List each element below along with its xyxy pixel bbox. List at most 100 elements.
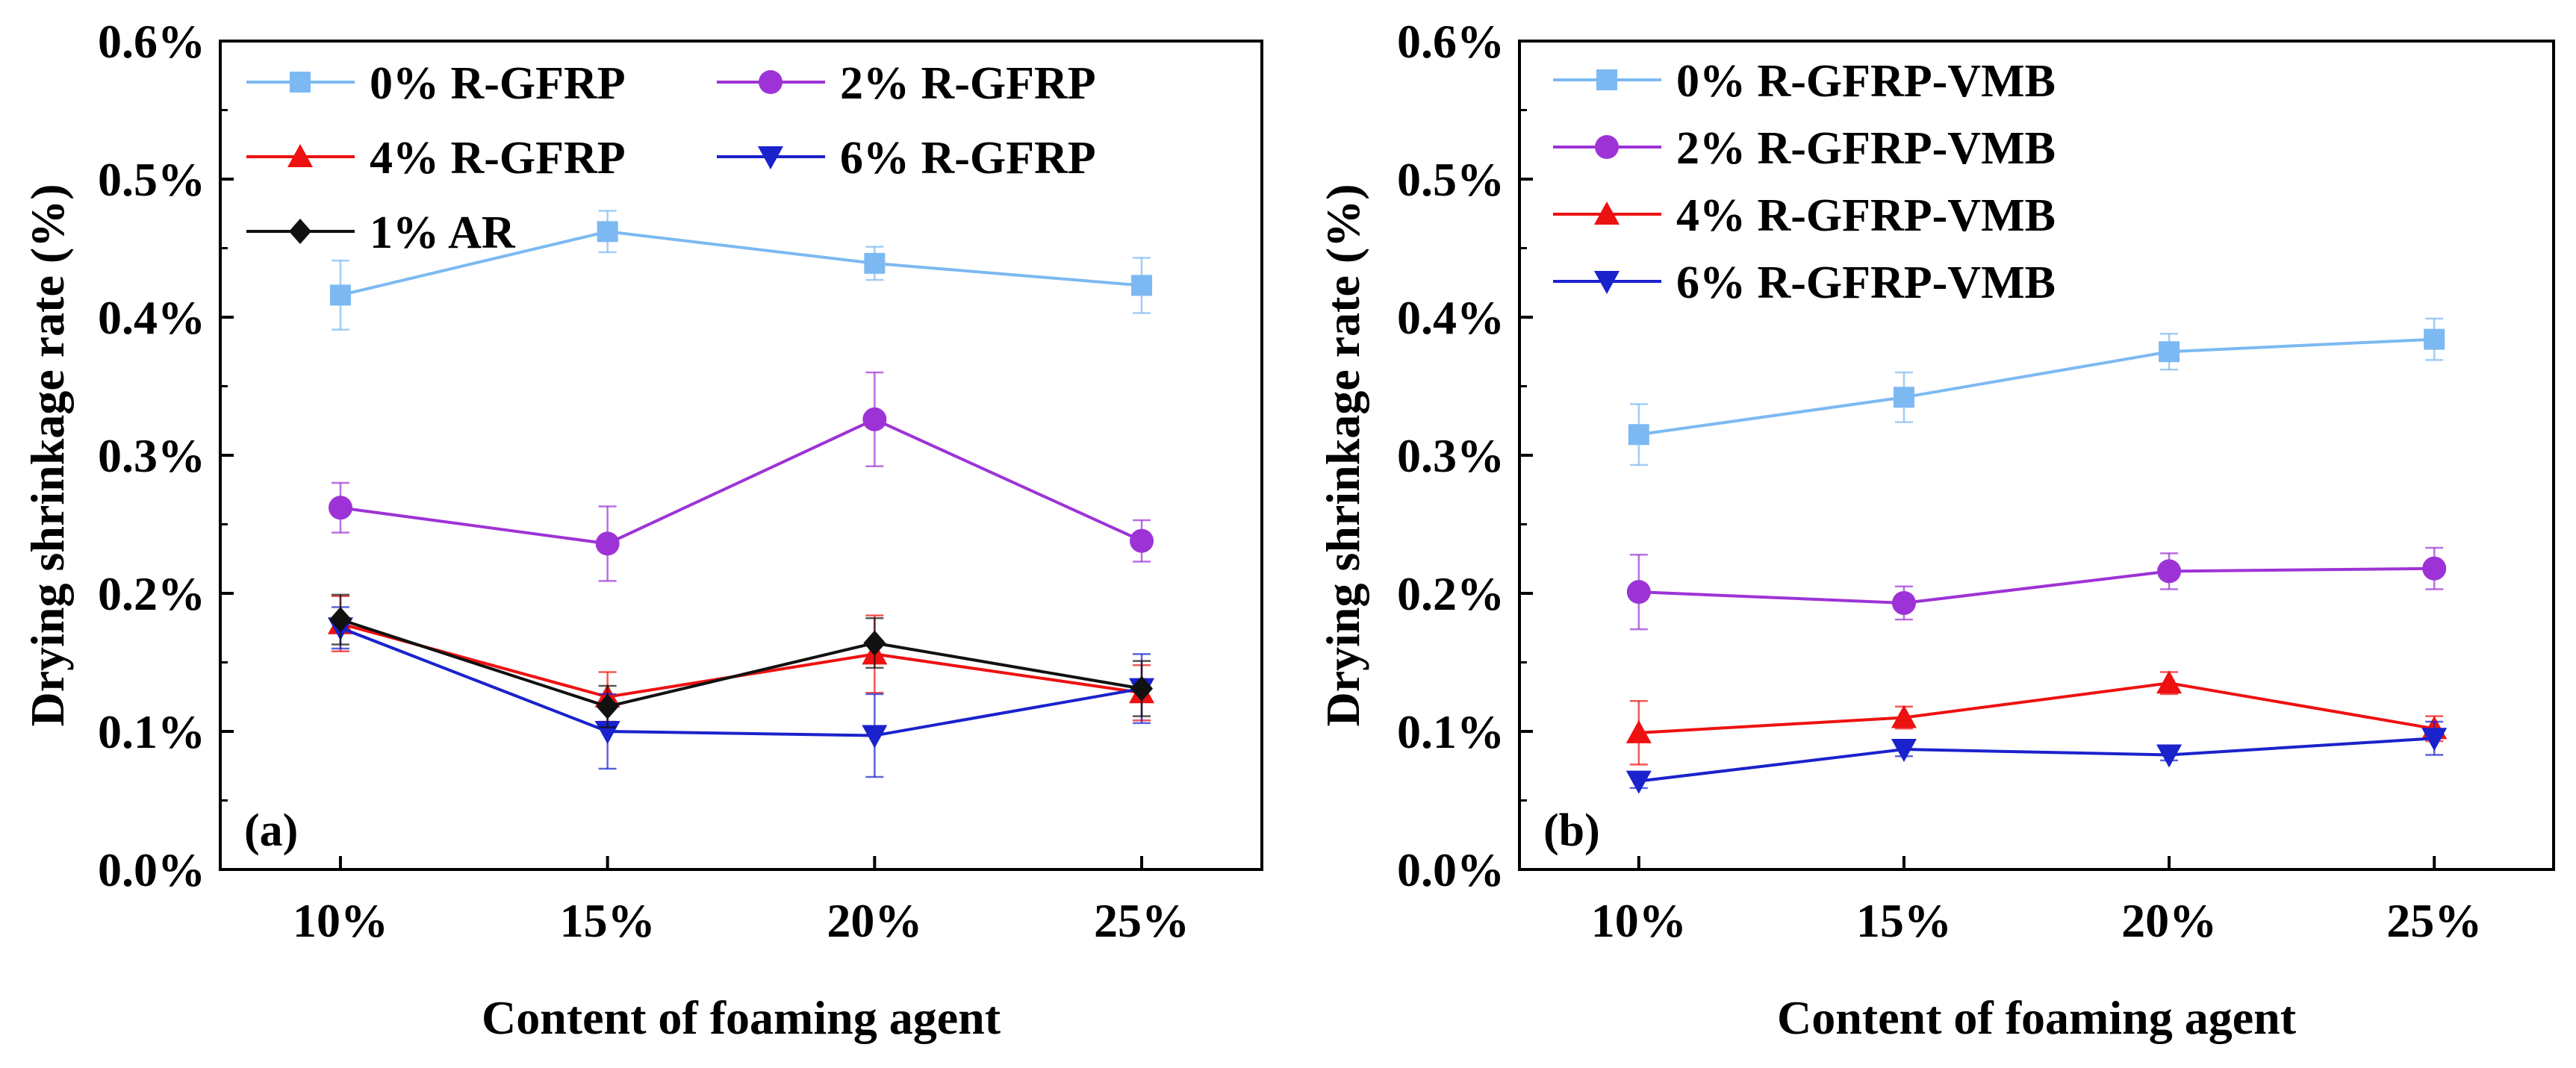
data-point bbox=[1626, 580, 1651, 605]
series-6-r-gfrp bbox=[327, 606, 1155, 778]
data-point bbox=[2424, 328, 2445, 350]
data-point bbox=[2156, 670, 2183, 694]
y-tick-label: 0.3% bbox=[98, 429, 205, 482]
series-line bbox=[1638, 337, 2435, 437]
legend-marker bbox=[1596, 69, 1617, 90]
x-tick-label: 15% bbox=[1856, 894, 1952, 947]
data-point bbox=[863, 630, 886, 656]
series-0-r-gfrp-vmb bbox=[1628, 317, 2445, 466]
panel-a: 0.0% 0.1% 0.2% 0.3% 0.4% 0.5% 0.6% 10% 15% 20% 25%… bbox=[21, 15, 1263, 1044]
data-point bbox=[2157, 559, 2182, 584]
legend-marker bbox=[290, 72, 311, 93]
legend-label: 4% R-GFRP bbox=[370, 133, 626, 184]
data-point bbox=[2421, 728, 2448, 752]
x-tick-label: 25% bbox=[2386, 894, 2482, 947]
y-tick-label: 0.5% bbox=[98, 153, 205, 206]
data-point bbox=[1130, 528, 1154, 553]
x-tick-label: 10% bbox=[1591, 894, 1687, 947]
legend-marker bbox=[287, 144, 313, 167]
legend-item: 0% R-GFRP-VMB bbox=[1553, 56, 2056, 107]
panel-label: (b) bbox=[1543, 805, 1600, 856]
legend-item: 6% R-GFRP-VMB bbox=[1553, 257, 2056, 308]
legend-marker bbox=[758, 146, 783, 169]
series-1-ar bbox=[329, 593, 1154, 728]
x-tick-label: 15% bbox=[560, 894, 656, 947]
series-line bbox=[340, 230, 1142, 297]
data-point bbox=[1891, 705, 1917, 728]
panel-b: 0.0% 0.1% 0.2% 0.3% 0.4% 0.5% 0.6% 10% 15% 20% 25%… bbox=[1316, 15, 2555, 1044]
legend-item: 4% R-GFRP bbox=[246, 133, 626, 184]
data-point bbox=[329, 284, 351, 306]
data-point bbox=[329, 607, 352, 633]
data-point bbox=[328, 496, 352, 520]
data-point bbox=[1625, 719, 1652, 743]
data-point bbox=[862, 407, 887, 431]
legend-item: 2% R-GFRP bbox=[717, 58, 1096, 109]
series-line bbox=[1638, 681, 2435, 734]
data-point bbox=[1625, 770, 1652, 794]
x-axis-label: Content of foaming agent bbox=[482, 991, 1001, 1044]
legend-label: 0% R-GFRP bbox=[370, 58, 626, 109]
legend-marker bbox=[759, 70, 783, 94]
legend-label: 6% R-GFRP bbox=[840, 133, 1096, 184]
data-point bbox=[1891, 739, 1917, 763]
legend-item: 2% R-GFRP-VMB bbox=[1553, 123, 2056, 174]
y-tick-label: 0.1% bbox=[1397, 705, 1505, 758]
y-tick-label: 0.4% bbox=[98, 291, 205, 344]
data-point bbox=[2156, 744, 2183, 768]
legend-item: 6% R-GFRP bbox=[717, 133, 1096, 184]
y-tick-label: 0.0% bbox=[98, 843, 205, 896]
series-6-r-gfrp-vmb bbox=[1625, 720, 2448, 794]
legend: 0% R-GFRP 2% R-GFRP 4% R-GFRP 6% R-GFRP 1% A… bbox=[246, 58, 1096, 258]
data-point bbox=[862, 725, 888, 749]
data-point bbox=[596, 693, 619, 719]
legend: 0% R-GFRP-VMB 2% R-GFRP-VMB 4% R-GFRP-VMB 6… bbox=[1553, 56, 2056, 308]
y-tick-label: 0.0% bbox=[1397, 843, 1505, 896]
legend-marker bbox=[289, 219, 311, 244]
series-line bbox=[340, 622, 1142, 699]
series-line bbox=[1638, 566, 2435, 605]
legend-item: 1% AR bbox=[246, 207, 516, 258]
y-tick-label: 0.2% bbox=[98, 567, 205, 620]
series-4-r-gfrp bbox=[327, 595, 1155, 723]
panel-label: (a) bbox=[244, 805, 298, 856]
legend-marker bbox=[1594, 271, 1620, 294]
y-tick-label: 0.3% bbox=[1397, 429, 1505, 482]
legend-label: 1% AR bbox=[370, 207, 516, 258]
y-tick-label: 0.1% bbox=[98, 705, 205, 758]
x-tick-label: 20% bbox=[827, 894, 922, 947]
y-tick-label: 0.4% bbox=[1397, 291, 1505, 344]
y-axis-label: Drying shrinkage rate (%) bbox=[21, 184, 74, 726]
data-point bbox=[1891, 590, 1916, 615]
series-2-r-gfrp bbox=[328, 371, 1154, 582]
data-point bbox=[864, 252, 886, 274]
data-point bbox=[1893, 387, 1914, 408]
data-point bbox=[1131, 275, 1153, 296]
data-point bbox=[595, 531, 620, 556]
data-point bbox=[1628, 424, 1649, 446]
series-2-r-gfrp-vmb bbox=[1626, 546, 2447, 631]
legend-marker bbox=[1595, 135, 1619, 159]
x-axis-label: Content of foaming agent bbox=[1777, 991, 2297, 1044]
series-line bbox=[340, 618, 1142, 708]
data-point bbox=[2422, 556, 2447, 581]
series-line bbox=[340, 417, 1142, 546]
legend-marker bbox=[1594, 202, 1620, 225]
x-tick-label: 20% bbox=[2121, 894, 2217, 947]
series-4-r-gfrp-vmb bbox=[1625, 670, 2448, 766]
y-tick-label: 0.6% bbox=[1397, 15, 1505, 68]
legend-label: 4% R-GFRP-VMB bbox=[1676, 190, 2056, 241]
y-axis-label: Drying shrinkage rate (%) bbox=[1316, 184, 1369, 726]
data-point bbox=[1130, 675, 1154, 702]
legend-item: 0% R-GFRP bbox=[246, 58, 626, 109]
data-point bbox=[2159, 341, 2180, 363]
x-tick-label: 10% bbox=[293, 894, 388, 947]
series-0-r-gfrp bbox=[329, 210, 1153, 331]
y-tick-label: 0.6% bbox=[98, 15, 205, 68]
data-point bbox=[597, 221, 618, 243]
legend-label: 0% R-GFRP-VMB bbox=[1676, 56, 2056, 107]
x-tick-label: 25% bbox=[1094, 894, 1189, 947]
legend-item: 4% R-GFRP-VMB bbox=[1553, 190, 2056, 241]
legend-label: 6% R-GFRP-VMB bbox=[1676, 257, 2056, 308]
